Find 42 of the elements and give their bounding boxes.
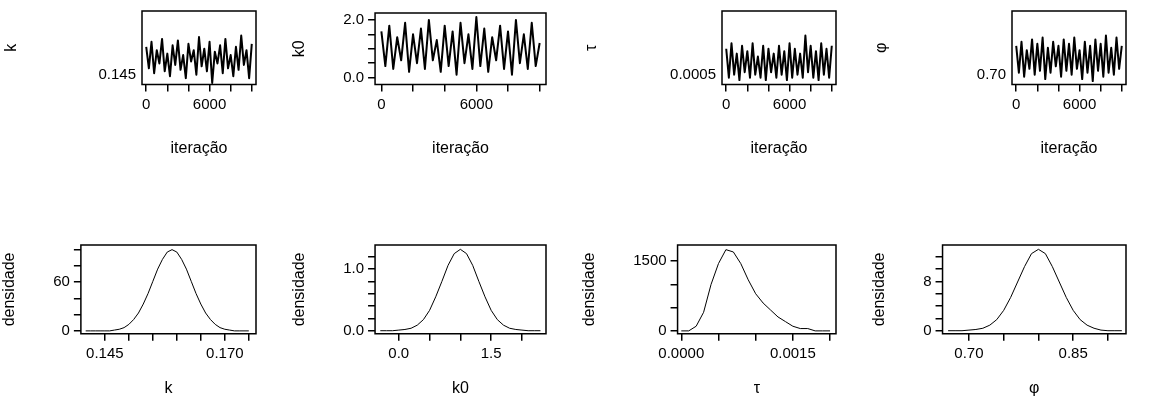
x-axis-title: iteração bbox=[750, 138, 808, 156]
x-tick-label: 0.85 bbox=[1058, 343, 1088, 361]
x-tick-label: 6000 bbox=[459, 94, 494, 112]
y-axis-title: densidade bbox=[580, 252, 598, 327]
x-axis-title: τ bbox=[753, 378, 761, 396]
x-axis-title: φ bbox=[1029, 378, 1040, 396]
x-axis-title: iteração bbox=[1040, 138, 1098, 156]
y-axis-title: densidade bbox=[870, 252, 888, 327]
x-tick-label: 1.5 bbox=[480, 343, 502, 361]
x-axis-title: k0 bbox=[452, 378, 470, 396]
x-tick-label: 0 bbox=[142, 94, 151, 112]
y-axis-title: τ bbox=[582, 43, 600, 51]
x-tick-label: 0.145 bbox=[86, 343, 124, 361]
x-tick-label: 0 bbox=[1012, 94, 1021, 112]
x-tick-label: 6000 bbox=[1062, 94, 1097, 112]
x-axis-title: iteração bbox=[170, 138, 228, 156]
x-tick-label: 0 bbox=[377, 94, 386, 112]
text: 0.145 bbox=[98, 64, 136, 82]
x-tick-label: 0.0015 bbox=[769, 343, 816, 361]
y-tick-label: 1.0 bbox=[343, 259, 365, 277]
y-axis-title: φ bbox=[872, 42, 890, 53]
y-tick-label: 60 bbox=[53, 272, 70, 290]
x-tick-label: 0.70 bbox=[954, 343, 984, 361]
x-axis-title: iteração bbox=[432, 138, 490, 156]
x-tick-label: 0 bbox=[722, 94, 731, 112]
x-tick-label: 6000 bbox=[192, 94, 227, 112]
y-axis-title: k bbox=[2, 42, 20, 52]
x-axis-title: k bbox=[164, 378, 174, 396]
x-tick-label: 0.170 bbox=[206, 343, 244, 361]
x-tick-label: 0.0 bbox=[388, 343, 410, 361]
y-axis-title: densidade bbox=[290, 252, 308, 327]
text: 0.70 bbox=[976, 64, 1006, 82]
y-tick-label: 1500 bbox=[633, 251, 667, 269]
y-tick-label: 8 bbox=[923, 271, 932, 289]
text: 0.0005 bbox=[670, 64, 716, 82]
y-tick-label: 0.0 bbox=[343, 320, 365, 338]
y-tick-label: 0.0 bbox=[343, 67, 365, 85]
y-tick-label: 2.0 bbox=[343, 10, 365, 28]
y-axis-title: densidade bbox=[0, 252, 18, 327]
y-axis-title: k0 bbox=[290, 40, 308, 58]
x-tick-label: 0.0000 bbox=[658, 343, 705, 361]
x-tick-label: 6000 bbox=[772, 94, 807, 112]
